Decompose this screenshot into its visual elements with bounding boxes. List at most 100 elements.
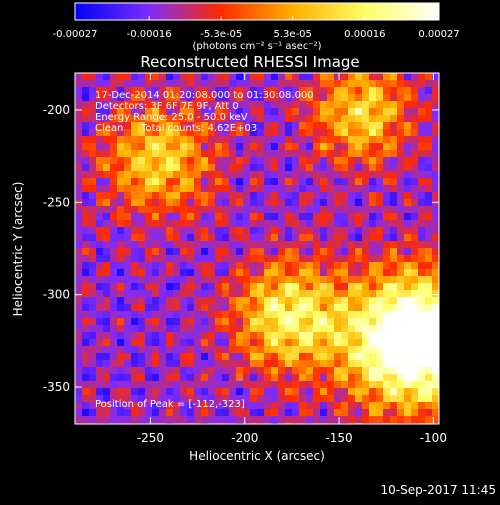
heatmap-cell — [404, 325, 411, 332]
heatmap-cell — [124, 374, 131, 381]
heatmap-cell — [187, 416, 194, 423]
heatmap-cell — [390, 185, 397, 192]
heatmap-cell — [215, 297, 222, 304]
heatmap-cell — [285, 367, 292, 374]
heatmap-cell — [334, 129, 341, 136]
heatmap-cell — [131, 171, 138, 178]
heatmap-cell — [390, 304, 397, 311]
heatmap-cell — [152, 192, 159, 199]
heatmap-cell — [264, 80, 271, 87]
heatmap-cell — [250, 192, 257, 199]
heatmap-cell — [264, 367, 271, 374]
heatmap-cell — [313, 276, 320, 283]
heatmap-cell — [418, 80, 425, 87]
heatmap-cell — [418, 227, 425, 234]
heatmap-cell — [236, 381, 243, 388]
heatmap-cell — [271, 395, 278, 402]
heatmap-cell — [355, 290, 362, 297]
heatmap-cell — [89, 262, 96, 269]
heatmap-cell — [152, 374, 159, 381]
heatmap-cell — [383, 311, 390, 318]
heatmap-cell — [152, 381, 159, 388]
heatmap-cell — [334, 220, 341, 227]
heatmap-cell — [82, 122, 89, 129]
heatmap-cell — [166, 108, 173, 115]
heatmap-cell — [222, 262, 229, 269]
heatmap-cell — [131, 388, 138, 395]
heatmap-cell — [89, 269, 96, 276]
heatmap-cell — [222, 234, 229, 241]
heatmap-cell — [194, 248, 201, 255]
heatmap-cell — [285, 164, 292, 171]
heatmap-cell — [376, 234, 383, 241]
heatmap-cell — [425, 87, 432, 94]
heatmap-cell — [278, 395, 285, 402]
heatmap-cell — [390, 136, 397, 143]
heatmap-cell — [243, 115, 250, 122]
heatmap-cell — [299, 157, 306, 164]
heatmap-cell — [187, 332, 194, 339]
heatmap-cell — [124, 94, 131, 101]
heatmap-cell — [271, 346, 278, 353]
heatmap-cell — [166, 395, 173, 402]
heatmap-cell — [362, 290, 369, 297]
heatmap-cell — [348, 73, 355, 80]
heatmap-cell — [411, 360, 418, 367]
x-tick-label: -250 — [137, 431, 164, 445]
heatmap-cell — [229, 339, 236, 346]
heatmap-cell — [390, 283, 397, 290]
heatmap-cell — [376, 108, 383, 115]
heatmap-cell — [397, 409, 404, 416]
heatmap-cell — [152, 73, 159, 80]
heatmap-cell — [341, 143, 348, 150]
heatmap-cell — [201, 227, 208, 234]
heatmap-cell — [341, 178, 348, 185]
heatmap-cell — [131, 178, 138, 185]
heatmap-cell — [145, 87, 152, 94]
heatmap-cell — [229, 150, 236, 157]
heatmap-cell — [75, 276, 82, 283]
heatmap-cell — [264, 73, 271, 80]
heatmap-cell — [89, 80, 96, 87]
heatmap-cell — [369, 220, 376, 227]
heatmap-cell — [201, 367, 208, 374]
heatmap-cell — [348, 94, 355, 101]
heatmap-cell — [180, 178, 187, 185]
heatmap-cell — [299, 367, 306, 374]
heatmap-cell — [404, 164, 411, 171]
heatmap-cell — [166, 318, 173, 325]
heatmap-cell — [278, 241, 285, 248]
heatmap-cell — [75, 381, 82, 388]
heatmap-cell — [299, 143, 306, 150]
heatmap-cell — [397, 374, 404, 381]
heatmap-cell — [75, 248, 82, 255]
heatmap-cell — [159, 262, 166, 269]
heatmap-cell — [404, 213, 411, 220]
heatmap-cell — [166, 136, 173, 143]
heatmap-cell — [180, 374, 187, 381]
heatmap-cell — [145, 332, 152, 339]
heatmap-cell — [404, 94, 411, 101]
heatmap-cell — [215, 171, 222, 178]
heatmap-cell — [89, 367, 96, 374]
heatmap-cell — [285, 150, 292, 157]
heatmap-cell — [390, 318, 397, 325]
heatmap-cell — [145, 241, 152, 248]
heatmap-cell — [89, 171, 96, 178]
heatmap-cell — [145, 206, 152, 213]
heatmap-cell — [75, 178, 82, 185]
heatmap-cell — [131, 185, 138, 192]
heatmap-cell — [236, 353, 243, 360]
heatmap-cell — [425, 220, 432, 227]
heatmap-cell — [327, 367, 334, 374]
heatmap-cell — [271, 248, 278, 255]
heatmap-cell — [271, 143, 278, 150]
heatmap-cell — [152, 234, 159, 241]
heatmap-cell — [369, 199, 376, 206]
heatmap-cell — [208, 360, 215, 367]
heatmap-cell — [411, 157, 418, 164]
x-tick-label: -200 — [231, 431, 258, 445]
heatmap-cell — [390, 409, 397, 416]
heatmap-cell — [299, 325, 306, 332]
